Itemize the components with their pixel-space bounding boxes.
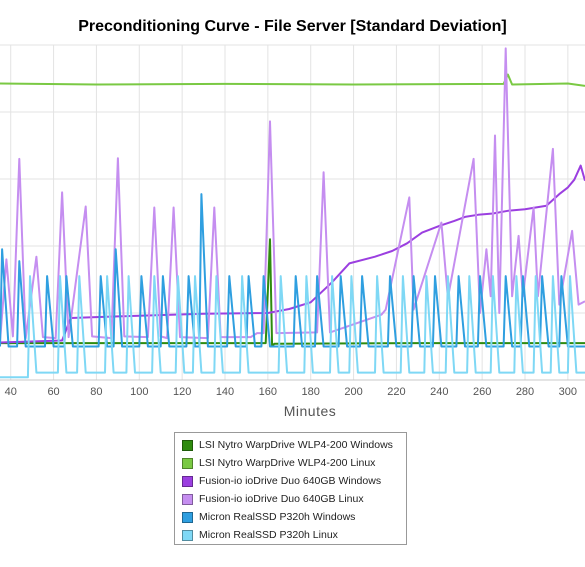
- series-line-5: [0, 275, 585, 379]
- legend-swatch: [182, 529, 193, 541]
- x-axis-label: Minutes: [283, 403, 337, 419]
- x-tick-label: 80: [90, 386, 102, 398]
- x-tick-label: 160: [259, 386, 277, 398]
- x-axis-ticks: 40 60 80 100 120 140 160 180 200 220 240 260 280 300: [5, 386, 577, 398]
- legend-label: LSI Nytro WarpDrive WLP4-200 Linux: [199, 457, 376, 469]
- x-tick-label: 280: [516, 386, 534, 398]
- legend-label: Micron RealSSD P320h Linux: [199, 529, 338, 541]
- x-tick-label: 120: [173, 386, 191, 398]
- legend-item[interactable]: LSI Nytro WarpDrive WLP4-200 Windows: [182, 436, 400, 454]
- plot-area: 40 60 80 100 120 140 160 180 200 220 240 260 280 300: [0, 44, 585, 398]
- legend-swatch: [182, 511, 193, 523]
- legend-label: Fusion-io ioDrive Duo 640GB Windows: [199, 475, 382, 487]
- x-tick-label: 220: [387, 386, 405, 398]
- x-tick-label: 40: [5, 386, 17, 398]
- grid: [0, 44, 585, 381]
- x-tick-label: 240: [430, 386, 448, 398]
- legend-label: Fusion-io ioDrive Duo 640GB Linux: [199, 493, 364, 505]
- series-line-4: [0, 193, 585, 348]
- legend-item[interactable]: Micron RealSSD P320h Windows: [182, 508, 400, 526]
- legend-swatch: [182, 493, 193, 505]
- legend-swatch: [182, 475, 193, 487]
- x-tick-label: 100: [130, 386, 148, 398]
- x-tick-label: 180: [302, 386, 320, 398]
- legend-item[interactable]: Fusion-io ioDrive Duo 640GB Linux: [182, 490, 400, 508]
- x-tick-label: 60: [47, 386, 59, 398]
- legend-item[interactable]: LSI Nytro WarpDrive WLP4-200 Linux: [182, 454, 400, 472]
- series-layer: [0, 47, 585, 379]
- legend-item[interactable]: Micron RealSSD P320h Linux: [182, 526, 400, 544]
- x-tick-label: 200: [344, 386, 362, 398]
- legend-label: LSI Nytro WarpDrive WLP4-200 Windows: [199, 439, 393, 451]
- x-tick-label: 260: [473, 386, 491, 398]
- chart-title: Preconditioning Curve - File Server [Sta…: [78, 18, 507, 35]
- legend: LSI Nytro WarpDrive WLP4-200 Windows LSI …: [174, 432, 407, 545]
- legend-item[interactable]: Fusion-io ioDrive Duo 640GB Windows: [182, 472, 400, 490]
- legend-label: Micron RealSSD P320h Windows: [199, 511, 356, 523]
- x-tick-label: 140: [216, 386, 234, 398]
- legend-swatch: [182, 439, 193, 451]
- series-line-1: [0, 73, 585, 87]
- legend-swatch: [182, 457, 193, 469]
- series-line-3: [0, 47, 585, 342]
- x-tick-label: 300: [559, 386, 577, 398]
